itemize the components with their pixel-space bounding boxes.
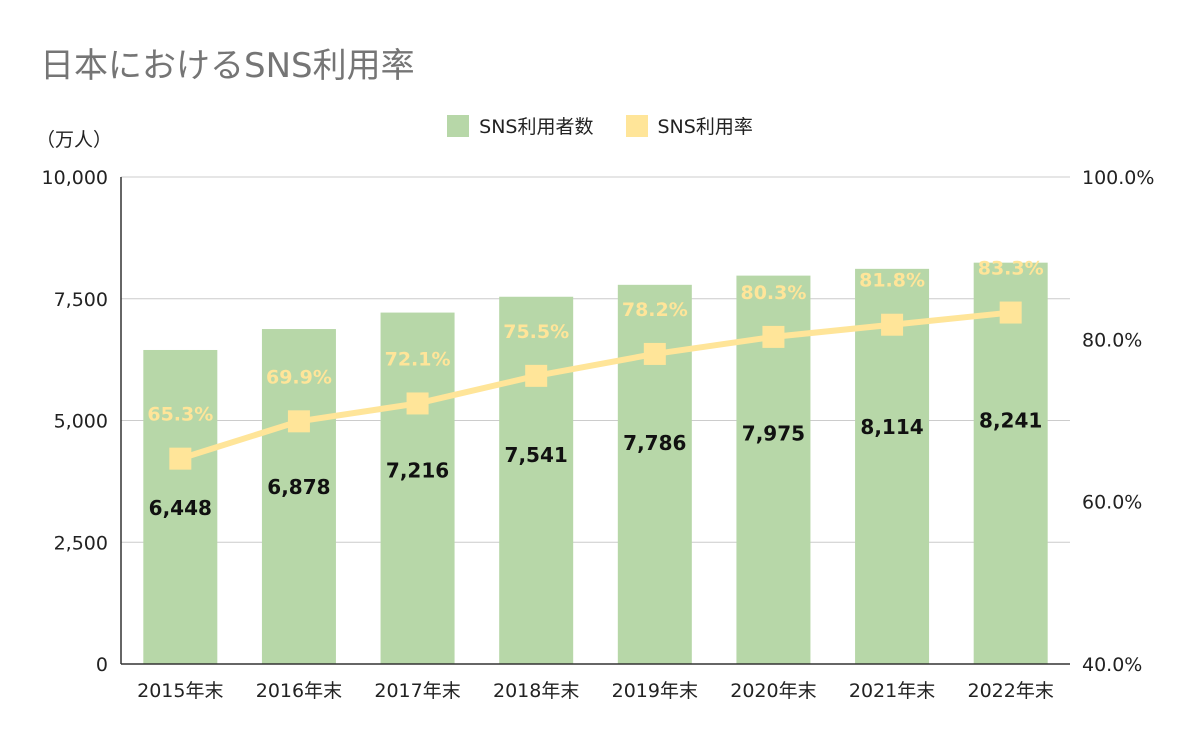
rate-point [881,313,904,336]
rate-value-label: 65.3% [147,404,213,426]
left-axis-tick-label: 2,500 [54,532,108,554]
bar [499,296,574,664]
bar-value-label: 6,878 [267,475,330,499]
x-axis-tick-label: 2020年末 [730,680,816,702]
bar [380,312,455,664]
x-axis-tick-label: 2017年末 [374,680,460,702]
left-axis-unit-label: （万人） [36,129,113,151]
legend-swatch-users [447,114,470,137]
x-axis-tick-label: 2015年末 [137,680,223,702]
bar-value-label: 8,114 [860,415,923,439]
chart-title: 日本におけるSNS利用率 [40,46,415,86]
rate-value-label: 80.3% [740,282,806,304]
bar-value-label: 8,241 [979,409,1042,433]
right-axis-tick-label: 100.0% [1082,167,1154,189]
bar [143,349,218,664]
rate-value-label: 83.3% [978,258,1044,280]
rate-value-label: 69.9% [266,366,332,388]
rate-point [762,325,785,348]
rate-value-label: 72.1% [385,348,451,370]
bar-value-label: 7,975 [742,422,805,446]
right-axis-tick-label: 40.0% [1082,654,1142,676]
left-axis-tick-label: 0 [96,654,108,676]
rate-point [525,364,548,387]
rate-value-label: 81.8% [859,270,925,292]
x-axis-tick-label: 2016年末 [256,680,342,702]
right-axis-tick-label: 80.0% [1082,329,1142,351]
x-axis-tick-label: 2018年末 [493,680,579,702]
x-axis-tick-label: 2021年末 [849,680,935,702]
legend-item-rate: SNS利用率 [625,112,753,139]
right-axis-tick-label: 60.0% [1082,492,1142,514]
bar [261,329,336,664]
rate-value-label: 75.5% [503,321,569,343]
x-axis-tick-label: 2019年末 [612,680,698,702]
rate-point [999,301,1022,324]
legend-label-rate: SNS利用率 [657,116,753,138]
rate-value-label: 78.2% [622,299,688,321]
rate-point [643,342,666,365]
rate-point [406,392,429,415]
rate-point [169,447,192,470]
legend-label-users: SNS利用者数 [479,116,594,138]
legend-item-users: SNS利用者数 [447,112,594,139]
bar-value-label: 6,448 [149,496,212,520]
bar-value-label: 7,541 [505,443,568,467]
x-axis-tick-label: 2022年末 [968,680,1054,702]
rate-point [287,410,310,433]
chart-legend: SNS利用者数 SNS利用率 [0,112,1200,139]
legend-swatch-rate [625,114,648,137]
bar-value-label: 7,216 [386,459,449,483]
bar [973,262,1048,664]
left-axis-tick-label: 7,500 [54,289,108,311]
bar [617,284,692,664]
left-axis-tick-label: 5,000 [54,411,108,433]
bar-value-label: 7,786 [623,431,686,455]
left-axis-tick-label: 10,000 [42,167,108,189]
rate-line [179,309,1011,462]
